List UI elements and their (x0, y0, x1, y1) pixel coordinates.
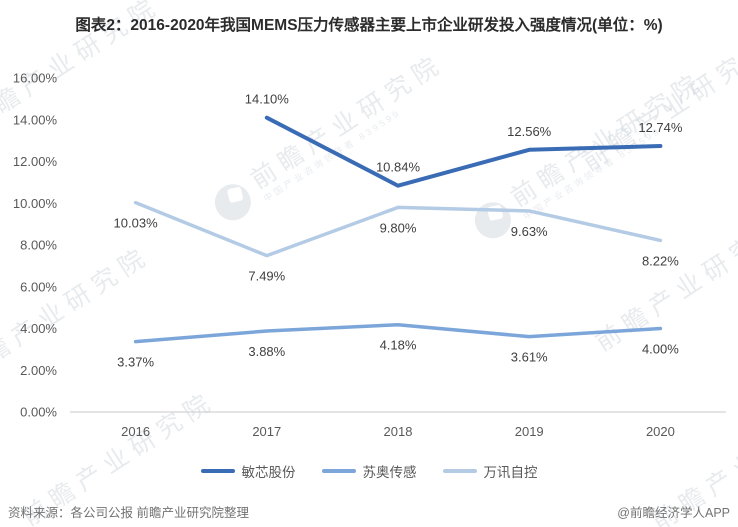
legend: 敏芯股份 苏奥传感 万讯自控 (0, 461, 738, 481)
brand-credit: @前瞻经济学人APP (617, 506, 730, 520)
legend-swatch (200, 469, 235, 473)
y-tick-label: 12.00% (13, 154, 58, 169)
point-label: 9.80% (380, 220, 417, 235)
point-label: 4.00% (642, 342, 679, 357)
point-label: 12.56% (507, 124, 552, 139)
series-line-0 (264, 115, 663, 188)
legend-label: 敏芯股份 (241, 465, 296, 480)
y-tick-label: 10.00% (13, 196, 58, 211)
legend-label: 万讯自控 (483, 465, 538, 480)
series-line-2 (133, 200, 663, 258)
y-tick-label: 4.00% (20, 321, 57, 336)
legend-item-0: 敏芯股份 (200, 461, 296, 481)
legend-item-1: 苏奥传感 (321, 461, 417, 481)
point-label: 10.84% (376, 160, 421, 175)
line-chart: 0.00% 2.00% 4.00% 6.00% 8.00% 10.00% 12.00% 14.… (13, 71, 726, 439)
point-label: 9.63% (511, 224, 548, 239)
footer: 资料来源：各公司公报 前瞻产业研究院整理 @前瞻经济学人APP (8, 502, 730, 521)
y-tick-label: 14.00% (13, 112, 58, 127)
point-label: 3.61% (511, 350, 548, 365)
legend-swatch (442, 469, 477, 473)
source-note: 资料来源：各公司公报 前瞻产业研究院整理 (8, 506, 249, 520)
point-label: 8.22% (642, 253, 679, 268)
point-label: 4.18% (380, 338, 417, 353)
point-label: 3.88% (248, 344, 285, 359)
x-tick-label: 2017 (252, 424, 281, 439)
point-label: 12.74% (638, 120, 683, 135)
y-tick-label: 0.00% (20, 405, 57, 420)
point-label: 3.37% (117, 355, 154, 370)
point-label: 7.49% (248, 269, 285, 284)
x-tick-label: 2016 (121, 424, 150, 439)
point-label: 10.03% (114, 216, 159, 231)
chart-title: 图表2：2016-2020年我国MEMS压力传感器主要上市企业研发投入强度情况(… (75, 17, 663, 34)
x-tick-label: 2018 (384, 424, 413, 439)
y-tick-label: 2.00% (20, 363, 57, 378)
series-line-1 (133, 322, 663, 344)
y-tick-label: 8.00% (20, 238, 57, 253)
y-tick-label: 16.00% (13, 71, 58, 86)
x-tick-label: 2020 (646, 424, 675, 439)
y-tick-label: 6.00% (20, 279, 57, 294)
legend-item-2: 万讯自控 (442, 461, 538, 481)
legend-label: 苏奥传感 (362, 465, 417, 480)
legend-swatch (321, 469, 356, 473)
point-label: 14.10% (245, 92, 290, 107)
x-tick-label: 2019 (515, 424, 544, 439)
